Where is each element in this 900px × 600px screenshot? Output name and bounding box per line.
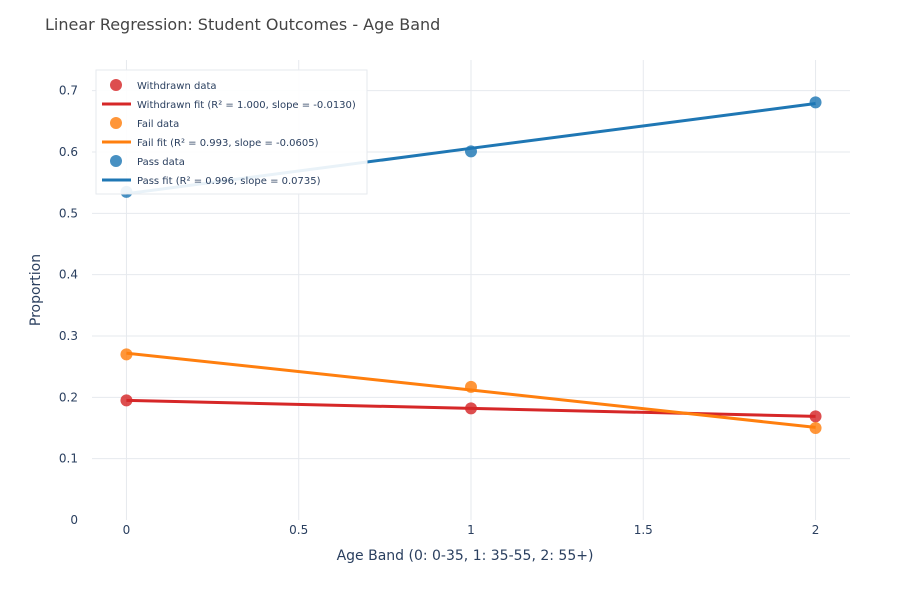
fail-data-point (120, 348, 133, 361)
legend-entry-label: Fail data (137, 119, 179, 130)
x-tick-label: 0 (123, 523, 131, 537)
fail-data-legend-swatch (110, 117, 122, 129)
y-tick-label: 0.1 (59, 452, 78, 466)
y-tick-label: 0 (70, 513, 78, 527)
withdrawn-data-legend-swatch (110, 79, 122, 91)
fail-data-point (809, 422, 822, 434)
withdrawn-data-point (120, 394, 133, 407)
legend-entry-label: Fail fit (R² = 0.993, slope = -0.0605) (137, 138, 319, 149)
y-tick-label: 0.2 (59, 390, 78, 404)
withdrawn-data-point (465, 402, 477, 415)
x-tick-label: 1 (467, 523, 475, 537)
legend-entry-label: Withdrawn fit (R² = 1.000, slope = -0.01… (137, 100, 356, 111)
x-tick-label: 0.5 (289, 523, 308, 537)
marker-layer (120, 96, 822, 434)
legend-items: Withdrawn data Withdrawn fit (R² = 1.000,… (102, 79, 356, 187)
y-tick-label: 0.3 (59, 329, 78, 343)
pass-data-point (465, 145, 477, 158)
legend-box (95, 69, 368, 195)
pass-data-point (809, 96, 822, 109)
tick-layer: 0 0.5 1 1.5 2 0 0.1 0.2 0.3 0.4 0.5 0.6 0.7 (59, 84, 819, 537)
legend-entry-label: Withdrawn data (137, 81, 217, 92)
x-tick-label: 2 (812, 523, 820, 537)
y-tick-label: 0.4 (59, 268, 78, 282)
y-axis-label: Proportion (28, 254, 44, 326)
fail-data-point (465, 380, 477, 393)
y-tick-label: 0.6 (59, 145, 78, 159)
pass-data-legend-swatch (110, 155, 122, 167)
withdrawn-data-point (809, 410, 822, 423)
legend: Withdrawn data Withdrawn fit (R² = 1.000,… (95, 69, 368, 195)
legend-entry-label: Pass fit (R² = 0.996, slope = 0.0735) (137, 176, 321, 187)
y-tick-label: 0.5 (59, 206, 78, 220)
x-axis-label: Age Band (0: 0-35, 1: 35-55, 2: 55+) (337, 548, 594, 564)
legend-entry-label: Pass data (137, 157, 185, 168)
x-tick-label: 1.5 (634, 523, 653, 537)
chart-title: Linear Regression: Student Outcomes - Ag… (45, 15, 440, 34)
y-tick-label: 0.7 (59, 84, 78, 98)
